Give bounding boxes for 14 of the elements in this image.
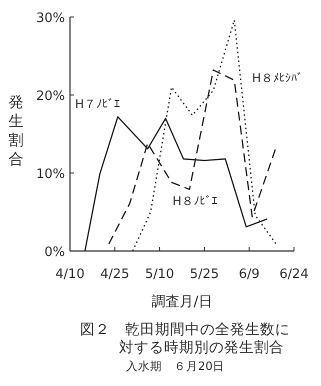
x-tick-label: 6/24 xyxy=(279,267,309,282)
x-axis-title: 調査月/日 xyxy=(152,294,212,310)
y-axis-title: 発生割合 xyxy=(8,93,24,168)
x-tick-label: 6/9 xyxy=(238,267,260,282)
y-tick-label: 30% xyxy=(36,11,65,26)
x-tick-label: 4/25 xyxy=(100,267,130,282)
x-tick-label: 5/25 xyxy=(190,267,219,282)
y-tick-label: 10% xyxy=(36,167,65,182)
x-tick-label: 5/10 xyxy=(145,267,174,282)
text: 図２ 乾田期間中の全発生数に対する時期別の発生割合 xyxy=(80,321,290,356)
x-tick-label: 4/10 xyxy=(55,267,85,282)
y-tick-label: 0% xyxy=(44,245,65,260)
text: 入水期 ６月20日 xyxy=(126,359,225,373)
y-tick-label: 20% xyxy=(36,89,65,104)
